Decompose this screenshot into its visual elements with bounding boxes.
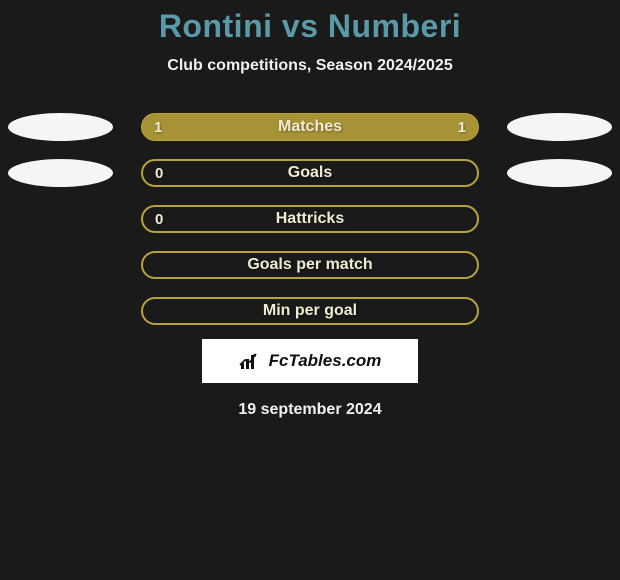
bar-left-fill — [142, 114, 310, 140]
brand-inner: FcTables.com — [239, 351, 382, 371]
stat-bar-label: Goals per match — [143, 256, 477, 274]
brand-text: FcTables.com — [269, 351, 382, 371]
barchart-icon — [239, 351, 265, 371]
stat-bar-left-value: 0 — [155, 165, 163, 182]
left-ellipse-slot — [0, 113, 141, 141]
player-left-ellipse — [8, 159, 113, 187]
player-right-ellipse — [507, 113, 612, 141]
stat-bar-label: Hattricks — [143, 210, 477, 228]
stat-bar-label: Goals — [143, 164, 477, 182]
page-title: Rontini vs Numberi — [0, 8, 620, 45]
brand-box[interactable]: FcTables.com — [202, 339, 418, 383]
footer-date: 19 september 2024 — [0, 401, 620, 419]
bar-right-fill — [310, 114, 478, 140]
stats-bars-group: Matches11Goals0Hattricks0Goals per match… — [0, 113, 620, 325]
stat-bar: Goals0 — [141, 159, 479, 187]
right-ellipse-slot — [479, 113, 620, 141]
stat-row: Hattricks0 — [0, 205, 620, 233]
root-container: Rontini vs Numberi Club competitions, Se… — [0, 0, 620, 419]
right-ellipse-slot — [479, 159, 620, 187]
stat-bar-left-value: 0 — [155, 211, 163, 228]
stat-bar-label: Min per goal — [143, 302, 477, 320]
stat-bar: Min per goal — [141, 297, 479, 325]
stat-row: Goals per match — [0, 251, 620, 279]
stat-bar: Goals per match — [141, 251, 479, 279]
left-ellipse-slot — [0, 159, 141, 187]
stat-row: Matches11 — [0, 113, 620, 141]
stat-row: Goals0 — [0, 159, 620, 187]
stat-bar: Matches11 — [141, 113, 479, 141]
stat-bar: Hattricks0 — [141, 205, 479, 233]
player-left-ellipse — [8, 113, 113, 141]
stat-row: Min per goal — [0, 297, 620, 325]
page-subtitle: Club competitions, Season 2024/2025 — [0, 57, 620, 75]
player-right-ellipse — [507, 159, 612, 187]
